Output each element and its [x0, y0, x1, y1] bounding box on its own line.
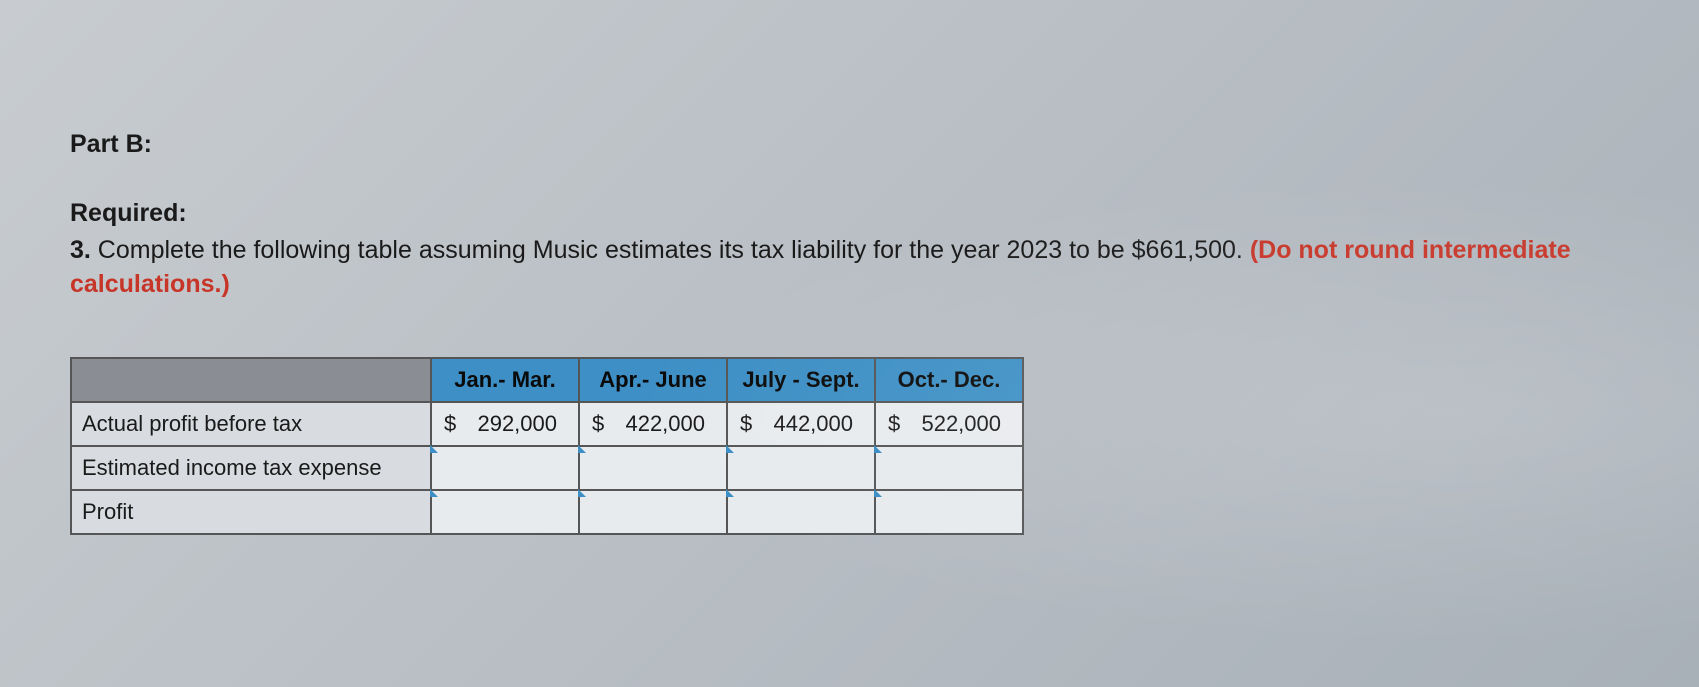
cell-profit-q3[interactable] — [727, 490, 875, 534]
header-q1: Jan.- Mar. — [431, 358, 579, 402]
cell-actual-q1: $292,000 — [431, 402, 579, 446]
part-label: Part B: — [70, 130, 1629, 159]
row-label-estimated-tax: Estimated income tax expense — [71, 446, 431, 490]
cell-tax-q4[interactable] — [875, 446, 1023, 490]
question-number: 3. — [70, 236, 91, 264]
header-q2: Apr.- June — [579, 358, 727, 402]
cell-actual-q2: $422,000 — [579, 402, 727, 446]
header-q3: July - Sept. — [727, 358, 875, 402]
row-label-actual-profit: Actual profit before tax — [71, 402, 431, 446]
row-profit: Profit — [71, 490, 1023, 534]
cell-profit-q1[interactable] — [431, 490, 579, 534]
row-estimated-tax: Estimated income tax expense — [71, 446, 1023, 490]
cell-tax-q1[interactable] — [431, 446, 579, 490]
row-actual-profit: Actual profit before tax $292,000 $422,0… — [71, 402, 1023, 446]
row-label-profit: Profit — [71, 490, 431, 534]
table-header-row: Jan.- Mar. Apr.- June July - Sept. Oct.-… — [71, 358, 1023, 402]
cell-profit-q4[interactable] — [875, 490, 1023, 534]
cell-actual-q4: $522,000 — [875, 402, 1023, 446]
header-q4: Oct.- Dec. — [875, 358, 1023, 402]
quarterly-table: Jan.- Mar. Apr.- June July - Sept. Oct.-… — [70, 357, 1024, 535]
cell-tax-q3[interactable] — [727, 446, 875, 490]
question-body: Complete the following table assuming Mu… — [91, 236, 1250, 264]
cell-actual-q3: $442,000 — [727, 402, 875, 446]
cell-profit-q2[interactable] — [579, 490, 727, 534]
question-text: 3. Complete the following table assuming… — [70, 234, 1629, 302]
header-corner — [71, 358, 431, 402]
table-container: Jan.- Mar. Apr.- June July - Sept. Oct.-… — [70, 357, 1629, 535]
cell-tax-q2[interactable] — [579, 446, 727, 490]
required-label: Required: — [70, 199, 1629, 228]
